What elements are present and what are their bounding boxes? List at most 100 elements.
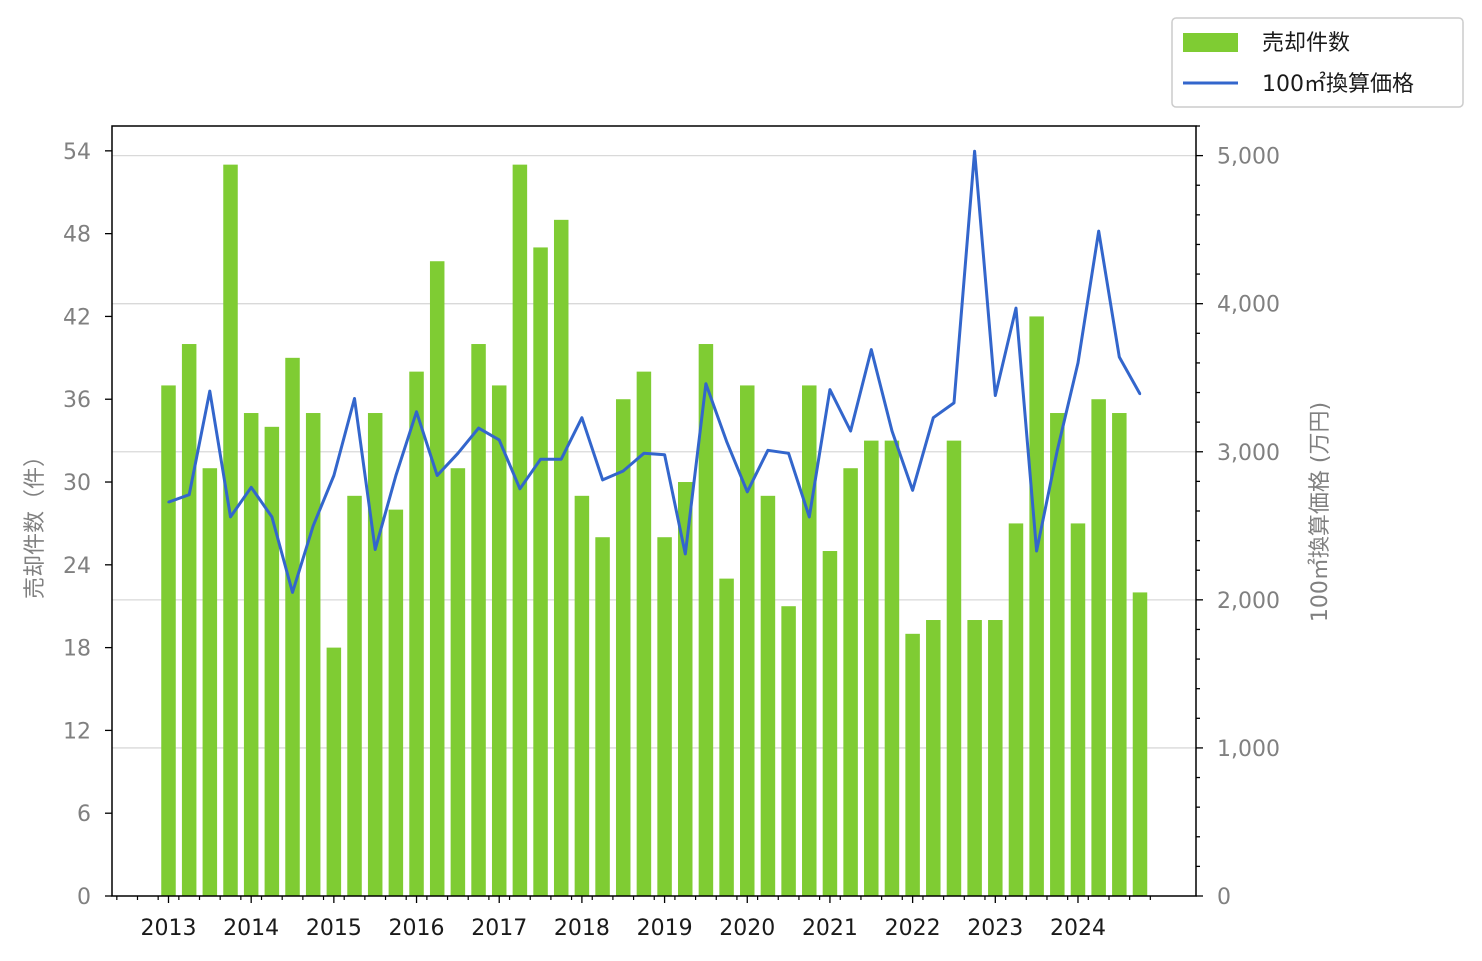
right-tick-label: 5,000 xyxy=(1217,145,1280,170)
x-tick-label: 2017 xyxy=(471,916,527,941)
bar xyxy=(926,620,941,896)
bar xyxy=(367,413,383,896)
left-tick-label: 24 xyxy=(63,554,91,579)
line-point xyxy=(787,452,790,455)
bar xyxy=(553,219,569,896)
bar xyxy=(243,413,259,896)
right-tick-label: 1,000 xyxy=(1217,737,1280,762)
bar xyxy=(740,385,755,896)
line-point xyxy=(1035,549,1038,553)
right-tick-label: 2,000 xyxy=(1217,589,1280,614)
bar xyxy=(326,647,342,896)
left-tick-label: 12 xyxy=(63,719,91,744)
line-point xyxy=(932,416,935,419)
x-tick-label: 2022 xyxy=(885,916,941,941)
bar xyxy=(615,399,631,896)
line-point xyxy=(684,552,687,556)
right-tick-label: 4,000 xyxy=(1217,293,1280,318)
line-point xyxy=(167,500,170,504)
bar xyxy=(491,385,507,896)
x-tick-label: 2020 xyxy=(719,916,775,941)
line-point xyxy=(601,478,604,482)
line-point xyxy=(890,429,894,433)
line-point xyxy=(311,524,315,528)
bar xyxy=(1132,592,1148,896)
line-point xyxy=(291,591,294,594)
line-point xyxy=(477,426,480,430)
line-point xyxy=(704,382,708,385)
bar xyxy=(161,385,176,896)
line-point xyxy=(518,487,522,490)
line-point xyxy=(1138,392,1142,396)
line-point xyxy=(766,449,770,452)
bar xyxy=(657,537,672,896)
left-tick-label: 54 xyxy=(63,140,91,165)
line-point xyxy=(622,469,625,473)
price-line xyxy=(167,149,1142,594)
line-point xyxy=(394,474,398,477)
bar xyxy=(719,578,734,896)
line-point xyxy=(374,548,377,551)
bar xyxy=(698,344,714,896)
bar xyxy=(223,164,238,896)
line-point xyxy=(456,452,460,455)
x-tick-label: 2014 xyxy=(223,916,279,941)
line-point xyxy=(539,457,542,461)
bar xyxy=(305,413,321,896)
left-tick-label: 36 xyxy=(63,388,91,413)
line-point xyxy=(911,489,914,492)
bar xyxy=(512,164,528,896)
x-tick-label: 2023 xyxy=(967,916,1023,941)
line-point xyxy=(1056,449,1059,452)
line-point xyxy=(849,429,852,433)
right-axis: 0 1,000 2,000 3,000 4,000 5,000 xyxy=(1196,125,1280,910)
bar xyxy=(595,537,610,896)
line-point xyxy=(353,397,356,400)
left-tick-label: 48 xyxy=(63,223,91,248)
x-tick-label: 2016 xyxy=(389,916,445,941)
bar xyxy=(1091,399,1106,896)
line-point xyxy=(952,401,956,405)
legend-label-line: 100㎡換算価格 xyxy=(1262,71,1414,97)
bar xyxy=(450,468,466,896)
line-point xyxy=(332,474,336,477)
bar xyxy=(471,344,486,896)
bar xyxy=(347,495,362,896)
bar xyxy=(429,261,445,896)
bar xyxy=(202,468,218,896)
bar xyxy=(285,357,300,896)
bar xyxy=(843,468,858,896)
legend: 売却件数 100㎡換算価格 xyxy=(1171,17,1464,108)
bar xyxy=(781,606,796,896)
bar xyxy=(264,426,280,896)
line-point xyxy=(580,416,584,419)
left-tick-label: 18 xyxy=(63,637,91,662)
legend-label-bar: 売却件数 xyxy=(1262,31,1350,56)
left-tick-label: 42 xyxy=(63,305,91,330)
bar xyxy=(1008,523,1024,896)
line-point xyxy=(1014,306,1018,310)
x-tick-label: 2013 xyxy=(141,916,197,941)
legend-box xyxy=(1171,17,1464,108)
line-point xyxy=(808,515,811,519)
bar xyxy=(1029,316,1044,896)
left-axis-title: 売却件数（件） xyxy=(23,445,48,599)
line-point xyxy=(663,453,666,456)
bar xyxy=(409,371,424,897)
left-tick-label: 6 xyxy=(77,802,91,827)
bar xyxy=(802,385,817,896)
bar xyxy=(1050,413,1065,896)
bar xyxy=(822,551,838,896)
bar xyxy=(181,344,197,896)
right-axis-title: 100㎡換算価格 (万円) xyxy=(1307,402,1333,622)
x-tick-label: 2024 xyxy=(1050,916,1106,941)
line-point xyxy=(208,389,212,393)
left-tick-label: 30 xyxy=(63,471,91,496)
x-tick-label: 2021 xyxy=(802,916,858,941)
line-point xyxy=(1076,361,1080,365)
bar xyxy=(574,495,590,896)
line-point xyxy=(828,388,832,391)
line-point xyxy=(642,452,646,455)
bar xyxy=(967,620,982,896)
